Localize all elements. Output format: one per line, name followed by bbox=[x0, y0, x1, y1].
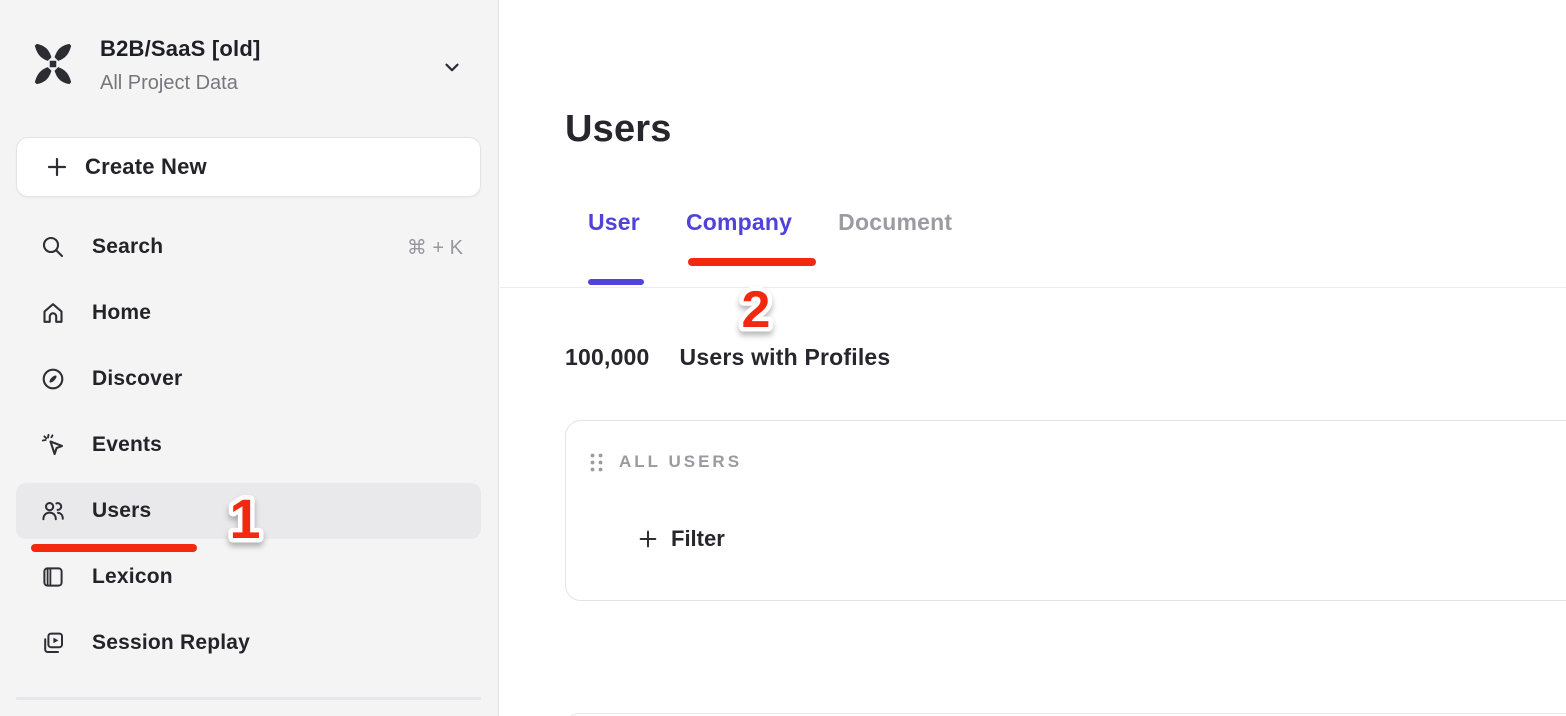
sidebar-item-lexicon[interactable]: Lexicon bbox=[16, 549, 481, 605]
cursor-sparkle-icon bbox=[40, 432, 66, 458]
create-new-button[interactable]: Create New bbox=[16, 137, 481, 197]
sidebar-item-label: Discover bbox=[92, 367, 183, 390]
sidebar: B2B/SaaS [old] All Project Data Create N… bbox=[0, 0, 499, 716]
sidebar-item-search[interactable]: Search ⌘ + K bbox=[16, 219, 481, 275]
sidebar-item-label: Lexicon bbox=[92, 565, 173, 588]
plus-icon bbox=[639, 530, 657, 548]
search-shortcut: ⌘ + K bbox=[406, 236, 463, 259]
plus-icon bbox=[47, 157, 67, 177]
book-icon bbox=[40, 564, 66, 590]
tabs-divider bbox=[500, 287, 1566, 288]
sidebar-item-label: Events bbox=[92, 433, 163, 456]
tab-user[interactable]: User bbox=[588, 209, 640, 235]
sidebar-item-discover[interactable]: Discover bbox=[16, 351, 481, 407]
profiles-label: Users with Profiles bbox=[679, 344, 891, 370]
sidebar-item-label: Home bbox=[92, 301, 152, 324]
sidebar-item-home[interactable]: Home bbox=[16, 285, 481, 341]
session-replay-icon bbox=[40, 630, 66, 656]
all-users-card: ALL USERS Filter bbox=[565, 420, 1566, 601]
sidebar-item-label: Session Replay bbox=[92, 631, 251, 654]
sidebar-item-label: Users bbox=[92, 499, 152, 522]
annotation-underline-1 bbox=[31, 544, 197, 552]
mixpanel-logo-icon bbox=[34, 43, 72, 85]
main-content: Users User Company Document 2 100,000 Us… bbox=[500, 0, 1566, 716]
sidebar-item-users[interactable]: Users bbox=[16, 483, 481, 539]
project-switcher[interactable]: B2B/SaaS [old] All Project Data bbox=[0, 28, 499, 104]
filter-label: Filter bbox=[671, 526, 725, 551]
add-filter-button[interactable]: Filter bbox=[637, 523, 725, 555]
create-new-label: Create New bbox=[85, 154, 207, 179]
tab-company[interactable]: Company bbox=[685, 209, 793, 235]
users-icon bbox=[40, 498, 66, 524]
sidebar-nav: Search ⌘ + K Home Discover Events bbox=[16, 219, 481, 681]
sidebar-item-label: Search bbox=[92, 235, 164, 258]
sidebar-item-session-replay[interactable]: Session Replay bbox=[16, 615, 481, 671]
sidebar-divider bbox=[16, 697, 481, 700]
active-tab-indicator bbox=[588, 279, 644, 285]
page-title: Users bbox=[565, 108, 672, 150]
chevron-down-icon[interactable] bbox=[441, 56, 463, 78]
profiles-count: 100,000 bbox=[565, 344, 650, 370]
sidebar-item-events[interactable]: Events bbox=[16, 417, 481, 473]
home-icon bbox=[40, 300, 66, 326]
card-header: ALL USERS bbox=[619, 452, 743, 471]
compass-icon bbox=[40, 366, 66, 392]
project-subtitle: All Project Data bbox=[100, 72, 238, 94]
tab-bar: User Company Document bbox=[588, 209, 952, 236]
svg-text:2: 2 bbox=[742, 281, 771, 339]
profiles-summary: 100,000 Users with Profiles bbox=[565, 344, 890, 371]
tab-document[interactable]: Document bbox=[838, 209, 953, 235]
search-icon bbox=[40, 234, 66, 260]
annotation-number-2: 2 bbox=[737, 277, 775, 344]
drag-handle-icon[interactable] bbox=[589, 452, 604, 473]
annotation-underline-2 bbox=[688, 258, 816, 266]
project-name: B2B/SaaS [old] bbox=[100, 36, 261, 61]
